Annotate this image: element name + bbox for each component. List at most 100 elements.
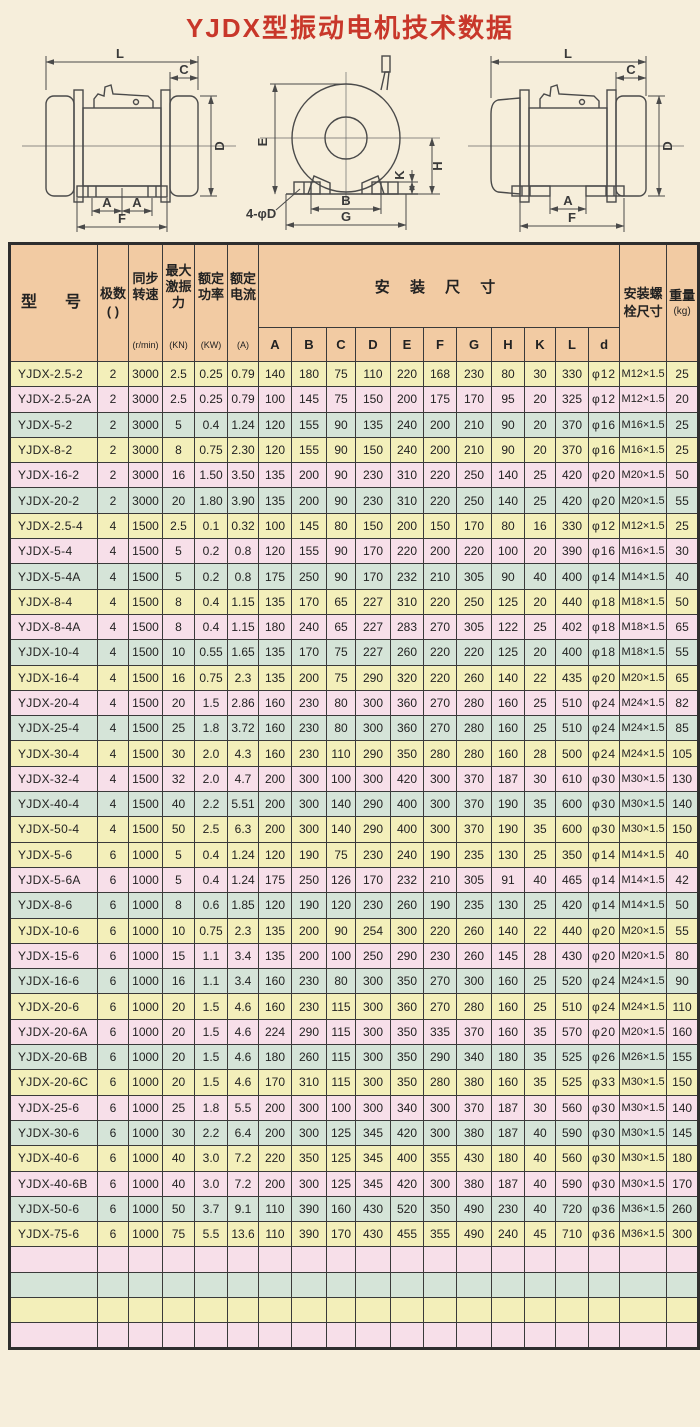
value-cell: φ30 — [587, 816, 621, 843]
value-cell: 220 — [456, 639, 492, 666]
value-cell: 200 — [258, 1170, 292, 1197]
dim-label-A2: A — [132, 195, 142, 210]
value-cell: 65 — [666, 664, 700, 691]
value-cell: 0.1 — [194, 512, 228, 540]
value-cell: M26×1.5 — [619, 1044, 668, 1071]
value-cell: 28 — [524, 942, 556, 970]
value-cell: φ33 — [587, 1069, 621, 1096]
value-cell: 0.79 — [227, 386, 259, 413]
value-cell: 4.3 — [227, 740, 259, 767]
value-cell: M14×1.5 — [619, 892, 668, 919]
value-cell: 232 — [390, 563, 424, 590]
value-cell: 430 — [355, 1221, 391, 1248]
value-cell: 240 — [390, 436, 424, 464]
value-cell: 2 — [97, 487, 129, 514]
value-cell: 1.5 — [194, 689, 228, 717]
value-cell: 90 — [326, 436, 356, 464]
model-cell: YJDX-2.5-2 — [9, 360, 98, 388]
value-cell — [587, 1271, 621, 1298]
value-cell: 600 — [555, 816, 589, 843]
value-cell: φ24 — [587, 740, 621, 767]
value-cell: 190 — [423, 841, 457, 868]
value-cell: 150 — [423, 512, 457, 540]
dim-label-D: D — [660, 141, 675, 150]
value-cell: 305 — [456, 866, 492, 894]
value-cell: 2 — [97, 360, 129, 388]
value-cell: 155 — [666, 1044, 700, 1071]
value-cell: 240 — [390, 411, 424, 438]
value-cell — [162, 1271, 195, 1298]
value-cell: 45 — [524, 1221, 556, 1248]
value-cell — [524, 1246, 556, 1273]
value-cell: 125 — [326, 1145, 356, 1172]
value-cell: 25 — [666, 512, 700, 540]
value-cell: 230 — [355, 462, 391, 489]
value-cell: M30×1.5 — [619, 1069, 668, 1096]
value-cell: 187 — [491, 765, 525, 793]
value-cell: φ30 — [587, 1170, 621, 1197]
value-cell: 4.6 — [227, 993, 259, 1020]
value-cell: 290 — [355, 816, 391, 843]
value-cell: 300 — [423, 816, 457, 843]
value-cell: 8 — [162, 892, 195, 919]
value-cell: 35 — [524, 1069, 556, 1096]
value-cell: 0.4 — [194, 411, 228, 438]
value-cell: 6 — [97, 1119, 129, 1147]
value-cell: 50 — [162, 1195, 195, 1223]
value-cell: 345 — [355, 1145, 391, 1172]
table-row: YJDX-32-4 4 1500 32 2.0 4.7 200 300 100 300 420 300… — [9, 765, 700, 793]
value-cell: 180 — [258, 613, 292, 641]
value-cell — [194, 1296, 228, 1324]
value-cell: 320 — [390, 664, 424, 691]
value-cell: 40 — [666, 841, 700, 868]
model-cell: YJDX-20-6B — [9, 1044, 98, 1071]
front-view-diagram: E K H B G 4-φD — [242, 42, 458, 238]
value-cell: 30 — [162, 740, 195, 767]
value-cell: 200 — [390, 386, 424, 413]
value-cell: 590 — [555, 1119, 589, 1147]
value-cell: 3.0 — [194, 1170, 228, 1197]
table-row: YJDX-5-2 2 3000 5 0.4 1.24 120 155 90 135 240 200 21… — [9, 411, 700, 438]
value-cell: 4 — [97, 512, 129, 540]
dim-label-K: K — [392, 170, 407, 180]
value-cell: 1000 — [128, 993, 163, 1020]
value-cell: 300 — [291, 791, 327, 818]
value-cell — [587, 1296, 621, 1324]
dim-col-F: F — [423, 327, 457, 362]
model-cell: YJDX-8-2 — [9, 436, 98, 464]
value-cell: 110 — [355, 360, 391, 388]
value-cell: 200 — [258, 1119, 292, 1147]
value-cell: 100 — [326, 1094, 356, 1121]
value-cell: 6 — [97, 1094, 129, 1121]
value-cell: 1500 — [128, 512, 163, 540]
value-cell — [162, 1322, 195, 1349]
table-row: YJDX-15-6 6 1000 15 1.1 3.4 135 200 100 250 290 230… — [9, 942, 700, 970]
value-cell: 560 — [555, 1094, 589, 1121]
header-current: 额定电流 (A) — [227, 243, 259, 362]
value-cell: 490 — [456, 1195, 492, 1223]
value-cell: 330 — [555, 512, 589, 540]
value-cell: 260 — [456, 942, 492, 970]
value-cell: 283 — [390, 613, 424, 641]
value-cell — [423, 1296, 457, 1324]
value-cell: 3000 — [128, 487, 163, 514]
value-cell: 115 — [326, 1018, 356, 1046]
value-cell: 4 — [97, 791, 129, 818]
model-cell: YJDX-2.5-2A — [9, 386, 98, 413]
value-cell: 90 — [491, 411, 525, 438]
value-cell: 6.4 — [227, 1119, 259, 1147]
value-cell: 400 — [555, 639, 589, 666]
value-cell: 1000 — [128, 1069, 163, 1096]
value-cell: 170 — [355, 538, 391, 565]
value-cell: 175 — [258, 563, 292, 590]
value-cell: 90 — [326, 917, 356, 944]
model-cell: YJDX-8-4 — [9, 588, 98, 615]
value-cell: 400 — [555, 563, 589, 590]
value-cell: 240 — [491, 1221, 525, 1248]
value-cell: 300 — [390, 917, 424, 944]
value-cell: 200 — [291, 917, 327, 944]
model-cell: YJDX-25-6 — [9, 1094, 98, 1121]
value-cell: 115 — [326, 1044, 356, 1071]
value-cell — [619, 1246, 668, 1273]
value-cell: 5 — [162, 411, 195, 438]
